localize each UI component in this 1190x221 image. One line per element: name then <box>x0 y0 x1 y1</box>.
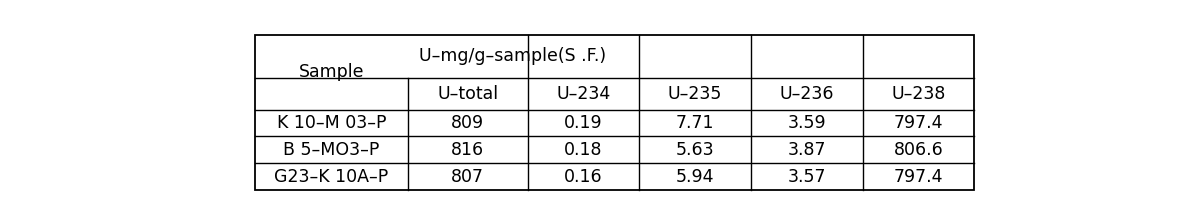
Text: 0.16: 0.16 <box>564 168 603 186</box>
Text: 0.18: 0.18 <box>564 141 602 159</box>
Text: 7.71: 7.71 <box>676 114 714 132</box>
Text: Sample: Sample <box>299 63 364 81</box>
Text: 807: 807 <box>451 168 484 186</box>
Text: 797.4: 797.4 <box>894 114 944 132</box>
Text: 816: 816 <box>451 141 484 159</box>
Text: B 5–MO3–P: B 5–MO3–P <box>283 141 380 159</box>
Text: U–235: U–235 <box>668 85 722 103</box>
Text: U–238: U–238 <box>891 85 946 103</box>
Text: 5.63: 5.63 <box>676 141 714 159</box>
Text: K 10–M 03–P: K 10–M 03–P <box>276 114 386 132</box>
Text: G23–K 10A–P: G23–K 10A–P <box>274 168 388 186</box>
Text: U–total: U–total <box>437 85 499 103</box>
Bar <box>255 35 975 190</box>
Text: 809: 809 <box>451 114 484 132</box>
Text: U–236: U–236 <box>779 85 834 103</box>
Text: 806.6: 806.6 <box>894 141 944 159</box>
Text: U–mg/g–sample(S .F.): U–mg/g–sample(S .F.) <box>419 47 606 65</box>
Text: 5.94: 5.94 <box>676 168 714 186</box>
Text: 3.87: 3.87 <box>788 141 826 159</box>
Text: 3.59: 3.59 <box>788 114 826 132</box>
Text: 3.57: 3.57 <box>788 168 826 186</box>
Text: U–234: U–234 <box>557 85 610 103</box>
Text: 0.19: 0.19 <box>564 114 603 132</box>
Text: 797.4: 797.4 <box>894 168 944 186</box>
